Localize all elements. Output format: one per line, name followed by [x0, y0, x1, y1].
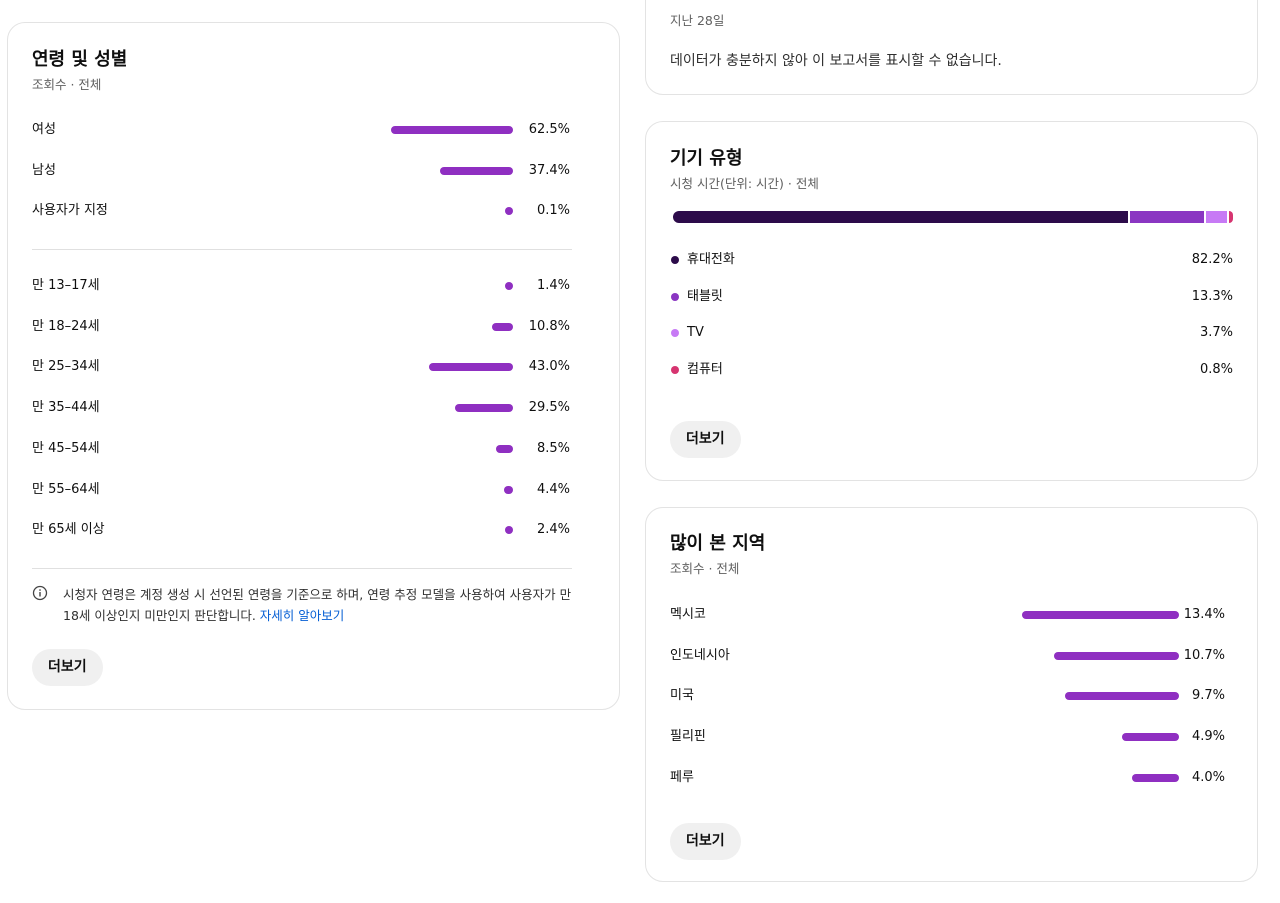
bar — [1053, 651, 1179, 660]
row-label: 필리핀 — [670, 729, 706, 745]
legend-label: 컴퓨터 — [687, 362, 723, 378]
stacked-segment — [1130, 211, 1205, 223]
row-label: 만 13–17세 — [32, 278, 100, 293]
row-value: 4.9% — [1191, 729, 1225, 745]
info-icon — [32, 585, 48, 601]
row-label: 만 65세 이상 — [32, 522, 105, 538]
row-value: 37.4% — [528, 162, 570, 178]
note-text: 시청자 연령은 계정 생성 시 선언된 연령을 기준으로 하며, 연령 추정 모… — [63, 587, 572, 623]
more-button[interactable]: 더보기 — [32, 649, 103, 686]
stacked-segment — [1206, 211, 1227, 223]
legend-value: 3.7% — [1199, 325, 1233, 341]
row-label: 사용자가 지정 — [32, 203, 108, 219]
legend-value: 0.8% — [1199, 362, 1233, 378]
row-label: 페루 — [670, 769, 694, 785]
row-value: 13.4% — [1183, 607, 1225, 622]
row-value: 8.5% — [536, 440, 570, 456]
row-value: 10.7% — [1183, 647, 1225, 663]
row-value: 43.0% — [528, 359, 570, 375]
row-label: 만 18–24세 — [32, 318, 100, 334]
row-label: 여성 — [32, 122, 56, 137]
row-label: 만 45–54세 — [32, 440, 100, 456]
row-value: 4.0% — [1191, 769, 1225, 785]
bar — [1132, 773, 1179, 782]
row-value: 2.4% — [536, 522, 570, 538]
summary-card: 지난 28일 데이터가 충분하지 않아 이 보고서를 표시할 수 없습니다. — [645, 0, 1258, 95]
stacked-segment — [673, 211, 1129, 223]
card-subtitle: 조회수 · 전체 — [670, 561, 740, 576]
legend-value: 13.3% — [1191, 288, 1233, 304]
bar — [505, 207, 513, 216]
message: 데이터가 충분하지 않아 이 보고서를 표시할 수 없습니다. — [670, 53, 1002, 69]
row-value: 0.1% — [536, 203, 570, 219]
bar — [1022, 611, 1179, 619]
row-label: 만 35–44세 — [32, 400, 100, 416]
row-label: 만 55–64세 — [32, 481, 100, 497]
age-gender-card: 연령 및 성별 조회수 · 전체 시청자 연령은 계정 생성 시 선언된 연령을… — [7, 22, 620, 710]
divider — [32, 568, 572, 569]
device-card: 기기 유형 시청 시간(단위: 시간) · 전체 더보기 휴대전화 82.2% 태블… — [645, 121, 1258, 481]
bar — [439, 166, 513, 175]
card-subtitle: 조회수 · 전체 — [32, 77, 102, 92]
bar — [429, 363, 513, 372]
row-label: 인도네시아 — [670, 647, 730, 663]
row-label: 만 25–34세 — [32, 359, 100, 375]
bar — [505, 526, 513, 535]
legend-label: 휴대전화 — [687, 252, 735, 267]
bar — [455, 404, 513, 413]
legend-dot — [671, 329, 679, 338]
row-value: 4.4% — [536, 481, 570, 497]
legend-dot — [671, 256, 679, 264]
row-label: 미국 — [670, 688, 694, 704]
bar — [505, 282, 513, 290]
card-title: 기기 유형 — [670, 148, 743, 169]
divider — [32, 249, 572, 250]
card-subtitle: 시청 시간(단위: 시간) · 전체 — [670, 176, 819, 191]
legend-value: 82.2% — [1191, 252, 1233, 267]
bar — [491, 322, 513, 331]
bar — [1121, 733, 1179, 742]
card-title: 연령 및 성별 — [32, 49, 128, 70]
bar — [1065, 692, 1179, 701]
card-subtitle: 지난 28일 — [670, 13, 725, 28]
legend-label: TV — [687, 325, 704, 341]
row-label: 멕시코 — [670, 607, 706, 622]
more-button[interactable]: 더보기 — [670, 421, 741, 458]
row-label: 남성 — [32, 162, 56, 178]
row-value: 10.8% — [528, 318, 570, 334]
row-value: 62.5% — [528, 122, 570, 137]
bar — [504, 485, 513, 494]
more-button[interactable]: 더보기 — [670, 823, 741, 860]
row-value: 9.7% — [1191, 688, 1225, 704]
note: 시청자 연령은 계정 생성 시 선언된 연령을 기준으로 하며, 연령 추정 모… — [63, 584, 583, 626]
legend-dot — [671, 366, 679, 375]
learn-more-link[interactable]: 자세히 알아보기 — [259, 608, 345, 623]
stacked-segment — [1228, 211, 1233, 223]
geo-card: 많이 본 지역 조회수 · 전체 더보기 멕시코 13.4% 인도네시아 10.7% 미… — [645, 507, 1258, 882]
legend-label: 태블릿 — [687, 288, 723, 304]
row-value: 1.4% — [536, 278, 570, 293]
card-title: 많이 본 지역 — [670, 533, 766, 554]
legend-dot — [671, 292, 679, 301]
bar — [391, 126, 513, 134]
row-value: 29.5% — [528, 400, 570, 416]
bar — [496, 444, 513, 453]
